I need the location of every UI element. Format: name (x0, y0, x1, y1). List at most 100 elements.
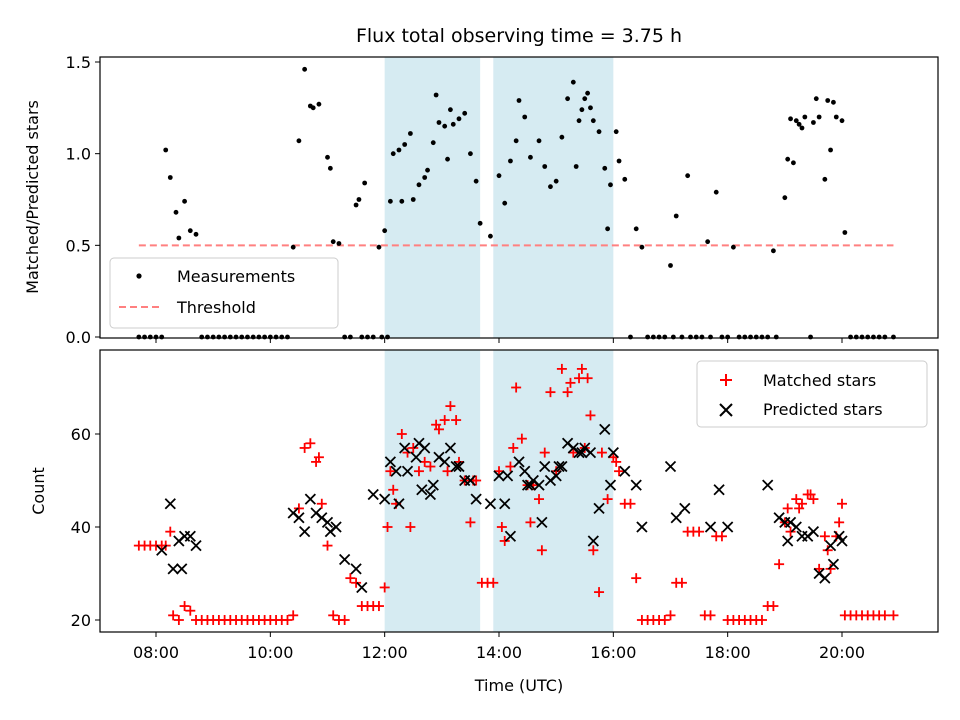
top-y-axis-label: Matched/Predicted stars (23, 100, 42, 294)
matched-star-point (465, 517, 476, 528)
measurement-point (310, 105, 316, 111)
matched-star-point (425, 461, 436, 472)
predicted-star-point (493, 470, 505, 482)
measurement-point (548, 184, 553, 190)
predicted-star-point (536, 516, 548, 528)
measurement-point (596, 129, 602, 135)
matched-star-point (525, 517, 536, 528)
measurement-point (685, 173, 691, 179)
matched-star-point (576, 363, 587, 374)
measurement-point (436, 120, 442, 125)
matched-star-point (328, 610, 339, 621)
matched-star-point (433, 424, 444, 435)
matched-star-point (185, 605, 196, 616)
measurements-series (136, 66, 896, 340)
predicted-stars-series (156, 423, 848, 594)
matched-star-point (665, 610, 676, 621)
predicted-star-point (190, 539, 202, 552)
measurement-point (559, 134, 565, 140)
measurement-point (590, 118, 596, 124)
measurement-point (370, 334, 376, 340)
measurement-point (136, 334, 142, 340)
matched-star-point (834, 517, 845, 528)
predicted-star-point (790, 521, 802, 533)
measurement-point (450, 121, 456, 127)
x-axis-label: Time (UTC) (474, 676, 563, 695)
measurement-point (839, 118, 845, 124)
measurement-point (256, 334, 262, 340)
measurement-point (385, 334, 390, 340)
matched-star-point (173, 615, 184, 625)
measurement-point (602, 165, 608, 171)
predicted-star-point (664, 460, 677, 473)
matched-star-point (814, 563, 825, 574)
matched-star-point (282, 615, 293, 625)
measurement-point (742, 334, 748, 340)
x-tick-label: 14:00 (476, 643, 522, 662)
matched-star-point (388, 484, 399, 495)
measurement-point (262, 334, 268, 340)
measurement-point (390, 151, 396, 157)
measurement-point (633, 226, 639, 232)
measurement-point (205, 334, 210, 340)
measurement-point (848, 334, 853, 340)
predicted-star-point (501, 470, 514, 482)
predicted-star-point (164, 498, 176, 510)
measurement-point (865, 334, 871, 340)
measurement-point (216, 334, 222, 340)
bottom-y-tick-label: 60 (71, 425, 91, 444)
measurement-point (753, 334, 759, 340)
measurement-point (588, 105, 593, 111)
measurement-point (448, 107, 453, 113)
measurement-point (670, 334, 676, 340)
measurement-point (859, 334, 865, 340)
matched-star-point (582, 373, 593, 384)
predicted-star-point (393, 498, 405, 510)
measurement-point (182, 198, 187, 204)
measurement-point (433, 92, 439, 98)
top-y-tick-label: 1.5 (66, 53, 91, 72)
matched-star-point (408, 442, 419, 453)
measurement-point (173, 209, 179, 215)
matched-star-point (574, 373, 585, 384)
measurement-point (396, 147, 402, 153)
matched-star-point (545, 387, 556, 398)
measurement-point (239, 334, 245, 340)
top-shaded-window (493, 57, 614, 338)
measurement-point (342, 334, 348, 340)
measurement-point (891, 334, 896, 340)
bottom-y-axis-label: Count (29, 467, 48, 515)
measurement-point (713, 189, 719, 195)
measurement-point (387, 198, 393, 204)
predicted-star-point (827, 558, 840, 570)
measurement-point (528, 154, 533, 160)
x-tick-label: 16:00 (590, 643, 636, 662)
measurement-point (285, 334, 290, 340)
matched-star-point (396, 429, 407, 439)
bottom-shaded-window (384, 350, 481, 632)
measurement-point (576, 118, 582, 124)
measurement-point (250, 334, 256, 340)
predicted-star-point (484, 498, 497, 510)
matched-star-point (785, 526, 796, 537)
measurement-point (796, 121, 802, 127)
predicted-star-point (499, 498, 511, 510)
measurement-point (359, 334, 365, 340)
matched-star-point (614, 466, 625, 477)
matched-star-point (288, 610, 299, 621)
predicted-star-point (836, 535, 848, 547)
measurement-point (639, 244, 645, 250)
matched-star-point (385, 466, 396, 477)
predicted-star-point (584, 446, 597, 459)
predicted-star-point (636, 521, 648, 533)
matched-star-point (322, 540, 333, 551)
measurement-point (679, 334, 685, 340)
matched-star-point (453, 456, 464, 467)
legend-threshold-label: Threshold (176, 298, 256, 317)
predicted-star-point (384, 456, 397, 468)
matched-star-point (439, 415, 450, 426)
bottom-y-ticks: 20 40 60 (71, 425, 100, 630)
bottom-y-tick-label: 40 (71, 518, 91, 537)
measurement-point (662, 334, 668, 340)
measurement-point (502, 200, 508, 206)
